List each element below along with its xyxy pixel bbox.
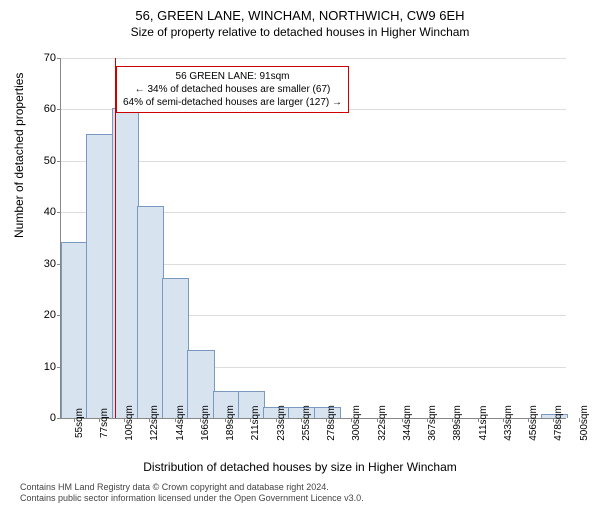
- x-tick-label: 456sqm: [528, 405, 539, 441]
- x-tick-label: 166sqm: [200, 405, 211, 441]
- plot-region: 01020304050607055sqm77sqm100sqm122sqm144…: [60, 58, 566, 419]
- histogram-bar: [162, 278, 189, 418]
- x-tick-label: 389sqm: [452, 405, 463, 441]
- x-tick-label: 433sqm: [503, 405, 514, 441]
- x-tick-label: 122sqm: [149, 405, 160, 441]
- y-tick-label: 50: [26, 155, 56, 167]
- x-tick-label: 322sqm: [377, 405, 388, 441]
- x-tick-label: 478sqm: [553, 405, 564, 441]
- grid-line: [61, 58, 566, 59]
- y-axis-label: Number of detached properties: [12, 73, 26, 238]
- credits: Contains HM Land Registry data © Crown c…: [20, 482, 364, 504]
- x-tick-label: 100sqm: [124, 405, 135, 441]
- x-tick-label: 255sqm: [301, 405, 312, 441]
- y-tick-label: 30: [26, 258, 56, 270]
- y-tick-label: 0: [26, 412, 56, 424]
- credits-line2: Contains public sector information licen…: [20, 493, 364, 504]
- y-tick-label: 40: [26, 206, 56, 218]
- x-tick-label: 500sqm: [579, 405, 590, 441]
- chart-area: 01020304050607055sqm77sqm100sqm122sqm144…: [60, 58, 565, 418]
- annotation-box: 56 GREEN LANE: 91sqm← 34% of detached ho…: [116, 66, 349, 113]
- x-tick-label: 77sqm: [99, 408, 110, 438]
- histogram-bar: [86, 134, 113, 418]
- x-tick-label: 367sqm: [427, 405, 438, 441]
- x-tick-label: 411sqm: [478, 406, 489, 441]
- histogram-bar: [61, 242, 88, 418]
- annotation-line1: 56 GREEN LANE: 91sqm: [123, 70, 342, 83]
- x-tick-label: 233sqm: [276, 405, 287, 441]
- y-tick-label: 70: [26, 52, 56, 64]
- credits-line1: Contains HM Land Registry data © Crown c…: [20, 482, 364, 493]
- x-tick-label: 55sqm: [74, 408, 85, 438]
- chart-title: 56, GREEN LANE, WINCHAM, NORTHWICH, CW9 …: [0, 8, 600, 23]
- x-tick-label: 189sqm: [225, 405, 236, 441]
- y-tick-label: 10: [26, 361, 56, 373]
- y-tick-label: 20: [26, 309, 56, 321]
- annotation-line3: 64% of semi-detached houses are larger (…: [123, 96, 342, 109]
- histogram-bar: [137, 206, 164, 418]
- chart-subtitle: Size of property relative to detached ho…: [0, 25, 600, 39]
- x-tick-label: 211sqm: [250, 406, 261, 441]
- x-tick-label: 278sqm: [326, 405, 337, 441]
- y-tick-label: 60: [26, 103, 56, 115]
- x-axis-label: Distribution of detached houses by size …: [0, 460, 600, 474]
- x-tick-label: 300sqm: [351, 405, 362, 441]
- x-tick-label: 344sqm: [402, 405, 413, 441]
- x-tick-label: 144sqm: [175, 405, 186, 441]
- annotation-line2: ← 34% of detached houses are smaller (67…: [123, 83, 342, 96]
